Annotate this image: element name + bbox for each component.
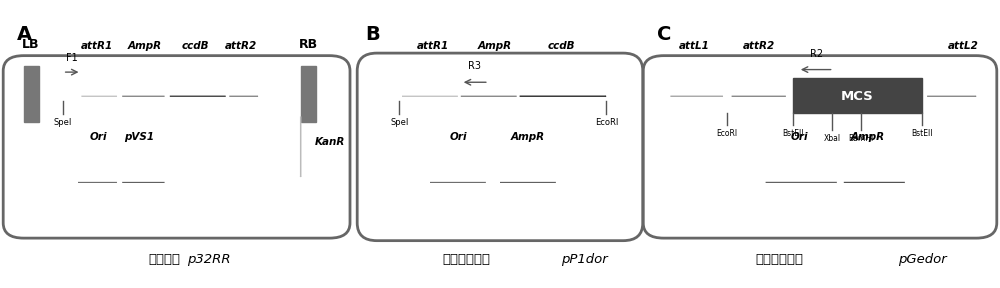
Text: R3: R3 — [468, 61, 481, 71]
Bar — [24, 66, 39, 122]
Text: R2: R2 — [810, 50, 823, 59]
Text: BamHI: BamHI — [848, 134, 873, 143]
Text: pGedor: pGedor — [898, 253, 946, 266]
Text: pVS1: pVS1 — [124, 132, 154, 142]
Text: ccdB: ccdB — [548, 41, 575, 51]
Text: A: A — [17, 25, 32, 44]
Text: Ori: Ori — [449, 132, 467, 142]
Text: p32RR: p32RR — [187, 253, 230, 266]
Bar — [793, 78, 922, 113]
Text: SpeI: SpeI — [390, 118, 408, 127]
Text: B: B — [366, 25, 380, 44]
Text: attR2: attR2 — [743, 41, 775, 51]
Text: XbaI: XbaI — [823, 134, 840, 143]
Text: LB: LB — [22, 37, 40, 51]
Text: attL2: attL2 — [947, 41, 978, 51]
Text: RB: RB — [299, 37, 318, 51]
Text: attL1: attL1 — [679, 41, 710, 51]
Text: MCS: MCS — [841, 90, 874, 103]
Text: BstEII: BstEII — [911, 129, 933, 138]
Text: EcoRI: EcoRI — [716, 129, 737, 138]
Text: EcoRI: EcoRI — [595, 118, 618, 127]
Text: AmpR: AmpR — [511, 132, 545, 142]
Text: attR1: attR1 — [417, 41, 449, 51]
Text: AmpR: AmpR — [127, 41, 161, 51]
Text: Ori: Ori — [791, 132, 808, 142]
Text: BstEII: BstEII — [782, 129, 804, 138]
Text: Ori: Ori — [90, 132, 107, 142]
Text: KanR: KanR — [314, 137, 345, 147]
Text: pP1dor: pP1dor — [561, 253, 607, 266]
Text: AmpR: AmpR — [851, 132, 885, 142]
Bar — [301, 66, 316, 122]
Text: F1: F1 — [66, 53, 78, 63]
Text: 接受载体: 接受载体 — [148, 253, 180, 266]
Text: attR1: attR1 — [81, 41, 113, 51]
Text: ccdB: ccdB — [182, 41, 209, 51]
Text: attR2: attR2 — [224, 41, 257, 51]
Text: 接头供体载体: 接头供体载体 — [442, 253, 490, 266]
Text: 基因供体载体: 基因供体载体 — [755, 253, 803, 266]
Text: AmpR: AmpR — [477, 41, 511, 51]
Text: SpeI: SpeI — [54, 118, 72, 127]
Text: C: C — [657, 25, 671, 44]
